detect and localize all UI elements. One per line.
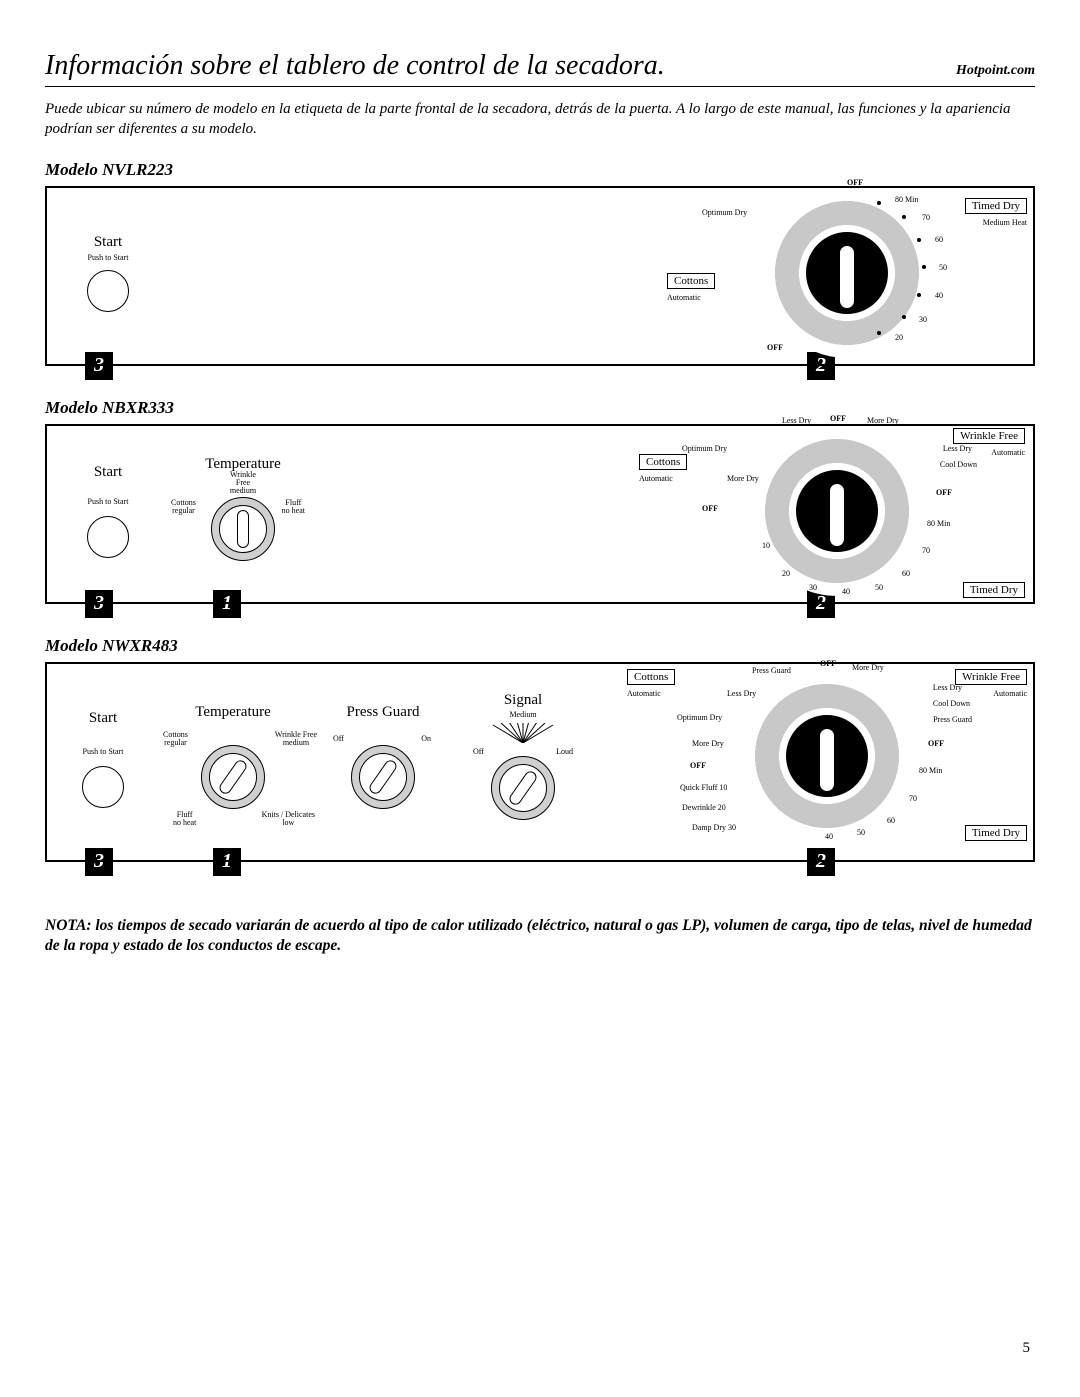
timed-dry-box-3: Timed Dry [965, 825, 1027, 841]
optimum-dry-label: Optimum Dry [702, 208, 747, 217]
header: Información sobre el tablero de control … [45, 50, 1035, 87]
model-3-label: Modelo NWXR483 [45, 636, 1035, 656]
panel-nvlr223: Start Push to Start Cottons Automatic Ti… [45, 186, 1035, 366]
panel-nbxr333: Start Push to Start Temperature Wrinkle … [45, 424, 1035, 604]
start-button[interactable] [87, 270, 129, 312]
model-2-label: Modelo NBXR333 [45, 398, 1035, 418]
signal-knob[interactable] [491, 756, 555, 820]
cycle-knob-assembly-3: Cottons Automatic Wrinkle Free Automatic… [637, 669, 1017, 849]
site-link: Hotpoint.com [956, 63, 1035, 79]
cycle-knob-2[interactable]: OFF OFF OFF Less Dry More Dry Less Dry C… [752, 426, 922, 596]
start-button-2[interactable] [87, 516, 129, 558]
timed-dry-box-2: Timed Dry [963, 582, 1025, 598]
start-block-2: Start Push to Start [63, 464, 153, 558]
temperature-knob-block-3: Temperature Cottonsregular Wrinkle Freem… [163, 704, 303, 814]
temperature-knob-3[interactable] [201, 745, 265, 809]
start-button-3[interactable] [82, 766, 124, 808]
press-guard-knob-block: Press Guard Off On [323, 704, 443, 814]
temperature-knob-block: Temperature Wrinkle Freemedium Cottonsre… [173, 456, 313, 566]
cycle-knob-assembly-2: Cottons Automatic Wrinkle Free Automatic… [657, 426, 1017, 596]
note-text: NOTA: los tiempos de secado variarán de … [45, 916, 1035, 958]
panel-nwxr483: Start Push to Start Temperature Cottonsr… [45, 662, 1035, 862]
signal-fan-icon [483, 723, 563, 743]
intro-text: Puede ubicar su número de modelo en la e… [45, 99, 1035, 140]
cycle-knob-assembly: Cottons Automatic Timed Dry Medium Heat … [677, 193, 1017, 353]
cycle-knob-3[interactable]: OFF OFF OFF Press Guard Less Dry Optimum… [742, 671, 912, 841]
signal-knob-block: Signal Medium Off Loud [463, 692, 583, 826]
wrinkle-free-box: Wrinkle Free [953, 428, 1025, 444]
page-number: 5 [1023, 1340, 1031, 1357]
cottons-box: Cottons [667, 273, 715, 289]
cottons-box-3: Cottons [627, 669, 675, 685]
start-label: Start [63, 234, 153, 251]
page-title: Información sobre el tablero de control … [45, 50, 665, 82]
press-guard-knob[interactable] [351, 745, 415, 809]
model-1-label: Modelo NVLR223 [45, 160, 1035, 180]
medium-heat-label: Medium Heat [983, 218, 1027, 227]
start-block-3: Start Push to Start [63, 710, 143, 808]
cottons-box-2: Cottons [639, 454, 687, 470]
wrinkle-free-box-3: Wrinkle Free [955, 669, 1027, 685]
temperature-knob[interactable] [211, 497, 275, 561]
start-block: Start Push to Start [63, 234, 153, 312]
cycle-knob[interactable]: OFF 80 Min 70 60 50 40 30 20 OFF Optimum… [762, 188, 932, 358]
automatic-label: Automatic [667, 293, 701, 302]
timed-dry-box: Timed Dry [965, 198, 1027, 214]
push-label: Push to Start [63, 253, 153, 262]
